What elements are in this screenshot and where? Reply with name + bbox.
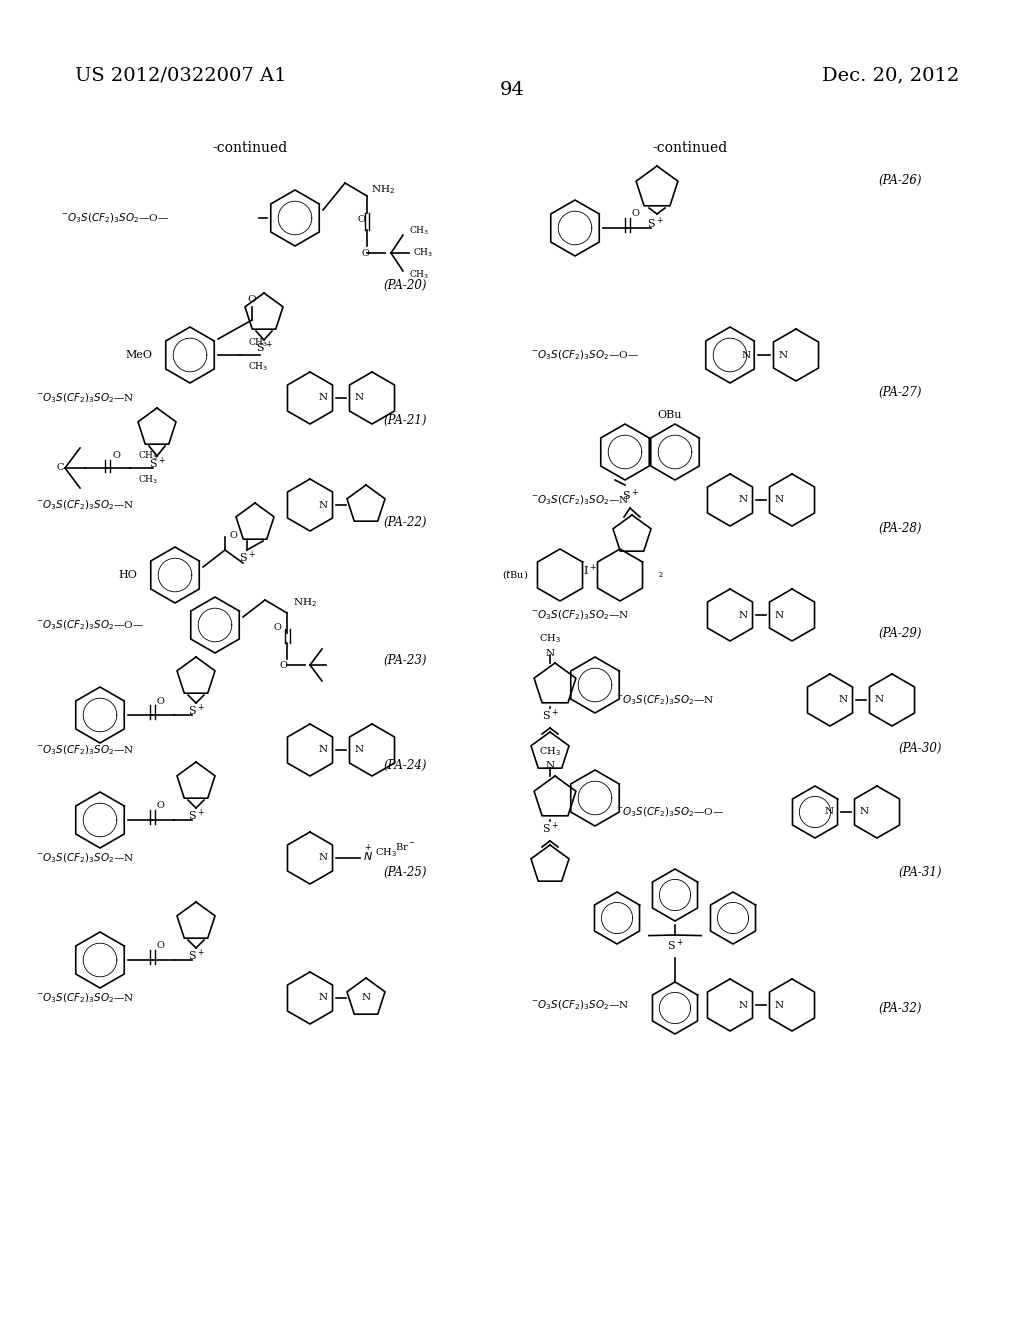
Text: O: O [156,801,164,810]
Text: N: N [546,648,555,657]
Text: (PA-28): (PA-28) [879,521,922,535]
Text: CH$_3$: CH$_3$ [375,846,397,859]
Text: (PA-20): (PA-20) [383,279,427,292]
Text: $^-\!O_3S(CF_2)_3SO_2$—N: $^-\!O_3S(CF_2)_3SO_2$—N [530,609,630,622]
Text: O: O [273,623,281,631]
Text: Br$^-$: Br$^-$ [395,841,415,851]
Text: (PA-26): (PA-26) [879,173,922,186]
Text: N: N [839,696,848,705]
Text: CH$_3$: CH$_3$ [539,746,561,759]
Text: Dec. 20, 2012: Dec. 20, 2012 [821,66,959,84]
Text: $^-\!O_3S(CF_2)_3SO_2$—O—: $^-\!O_3S(CF_2)_3SO_2$—O— [60,211,169,224]
Text: S$^+$: S$^+$ [148,455,166,471]
Text: N: N [859,808,868,817]
Text: CH$_3$: CH$_3$ [409,224,429,238]
Text: CH$_3$: CH$_3$ [248,337,268,350]
Text: (PA-32): (PA-32) [879,1002,922,1015]
Text: $^-\!O_3S(CF_2)_3SO_2$—N: $^-\!O_3S(CF_2)_3SO_2$—N [35,391,134,405]
Text: N: N [318,994,328,1002]
Text: N: N [318,854,328,862]
Text: S$^+$: S$^+$ [542,820,558,836]
Text: -continued: -continued [652,141,728,154]
Text: 94: 94 [500,81,524,99]
Text: MeO: MeO [125,350,152,360]
Text: I$^+$: I$^+$ [584,562,597,578]
Text: S$^+$: S$^+$ [187,808,205,822]
Text: US 2012/0322007 A1: US 2012/0322007 A1 [75,66,287,84]
Text: N: N [778,351,787,359]
Text: $^-\!O_3S(CF_2)_3SO_2$—N: $^-\!O_3S(CF_2)_3SO_2$—N [615,693,715,706]
Text: CH$_3$: CH$_3$ [539,632,561,645]
Text: $^-\!O_3S(CF_2)_3SO_2$—N: $^-\!O_3S(CF_2)_3SO_2$—N [530,998,630,1012]
Text: S$^+$: S$^+$ [622,487,638,503]
Text: O: O [631,210,639,219]
Text: NH$_2$: NH$_2$ [293,597,317,610]
Text: (PA-22): (PA-22) [383,516,427,528]
Text: S$^+$: S$^+$ [542,708,558,722]
Text: N: N [774,610,783,619]
Text: (PA-21): (PA-21) [383,413,427,426]
Text: N: N [741,351,751,359]
Text: CH$_3$: CH$_3$ [413,247,433,259]
Text: O: O [156,941,164,950]
Text: N: N [824,808,834,817]
Text: N: N [738,1001,748,1010]
Text: N: N [318,746,328,755]
Text: N: N [361,994,371,1002]
Text: -continued: -continued [212,141,288,154]
Text: $_2$: $_2$ [658,570,664,579]
Text: $^-\!O_3S(CF_2)_3SO_2$—N: $^-\!O_3S(CF_2)_3SO_2$—N [35,498,134,512]
Text: (PA-29): (PA-29) [879,627,922,639]
Text: (PA-25): (PA-25) [383,866,427,879]
Text: C: C [56,463,63,473]
Text: O: O [280,660,287,669]
Text: O: O [112,451,120,461]
Text: $^-\!O_3S(CF_2)_3SO_2$—O—: $^-\!O_3S(CF_2)_3SO_2$—O— [615,805,724,818]
Text: N: N [354,746,364,755]
Text: $^-\!O_3S(CF_2)_3SO_2$—N: $^-\!O_3S(CF_2)_3SO_2$—N [35,743,134,756]
Text: $^-\!O_3S(CF_2)_3SO_2$—N: $^-\!O_3S(CF_2)_3SO_2$—N [35,851,134,865]
Text: S$^+$: S$^+$ [187,702,205,718]
Text: N: N [774,495,783,504]
Text: N: N [738,495,748,504]
Text: S$^+$: S$^+$ [239,549,255,565]
Text: N: N [738,610,748,619]
Text: $\overset{+}{N}$: $\overset{+}{N}$ [362,842,373,863]
Text: O: O [156,697,164,705]
Text: N: N [546,762,555,771]
Text: (PA-23): (PA-23) [383,653,427,667]
Text: O: O [361,248,369,257]
Text: S$^+$: S$^+$ [256,339,272,355]
Text: HO: HO [118,570,137,579]
Text: O: O [248,296,256,305]
Text: S$^+$: S$^+$ [187,948,205,962]
Text: CH$_3$: CH$_3$ [138,474,159,486]
Text: (PA-30): (PA-30) [898,742,942,755]
Text: $^-\!O_3S(CF_2)_3SO_2$—O—: $^-\!O_3S(CF_2)_3SO_2$—O— [530,348,639,362]
Text: NH$_2$: NH$_2$ [371,183,395,197]
Text: N: N [774,1001,783,1010]
Text: N: N [318,500,328,510]
Text: S$^+$: S$^+$ [646,215,664,231]
Text: (PA-24): (PA-24) [383,759,427,771]
Text: $^-\!O_3S(CF_2)_3SO_2$—O—: $^-\!O_3S(CF_2)_3SO_2$—O— [35,618,144,632]
Text: $^-\!O_3S(CF_2)_3SO_2$—N: $^-\!O_3S(CF_2)_3SO_2$—N [35,991,134,1005]
Text: (PA-31): (PA-31) [898,866,942,879]
Text: CH$_3$: CH$_3$ [138,450,159,462]
Text: N: N [354,393,364,403]
Text: (PA-27): (PA-27) [879,385,922,399]
Text: N: N [874,696,884,705]
Text: ($t$Bu): ($t$Bu) [502,569,528,582]
Text: O: O [229,531,237,540]
Text: N: N [318,393,328,403]
Text: S$^+$: S$^+$ [667,937,683,953]
Text: CH$_3$: CH$_3$ [409,269,429,281]
Text: $^-\!O_3S(CF_2)_3SO_2$—N: $^-\!O_3S(CF_2)_3SO_2$—N [530,494,630,507]
Text: OBu: OBu [657,411,682,420]
Text: CH$_3$: CH$_3$ [248,360,268,374]
Text: O: O [357,215,365,224]
